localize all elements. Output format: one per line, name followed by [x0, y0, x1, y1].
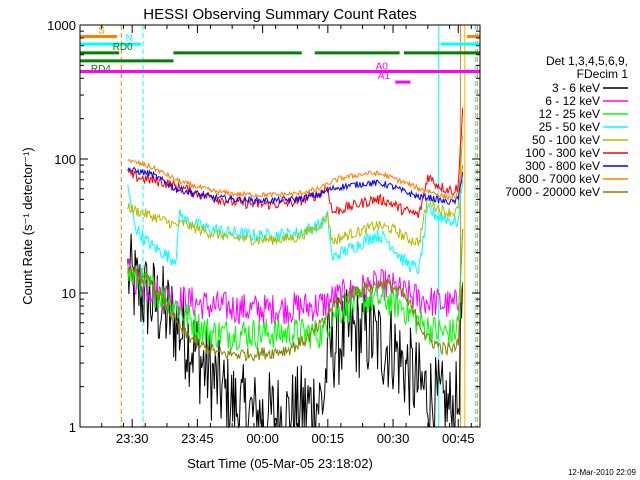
y-tick-label-2: 100 — [54, 152, 76, 167]
series-line-1 — [127, 229, 464, 326]
footer-timestamp: 12-Mar-2010 22:09 — [568, 468, 637, 477]
legend-label-6: 300 - 800 keV — [525, 159, 600, 173]
legend-label-3: 25 - 50 keV — [539, 120, 600, 134]
axes: 1 10 100 1000 23:30 23:45 00:00 00:15 00:30 00:45 — [47, 18, 480, 446]
x-tick-label-4: 00:30 — [377, 431, 410, 446]
legend-label-4: 50 - 100 keV — [532, 133, 600, 147]
series-line-5 — [127, 108, 464, 219]
x-tick-label-1: 23:45 — [181, 431, 214, 446]
x-tick-label-0: 23:30 — [116, 431, 149, 446]
legend-label-0: 3 - 6 keV — [552, 81, 600, 95]
plot-frame — [79, 24, 481, 428]
legend-label-8: 7000 - 20000 keV — [505, 185, 600, 199]
series-line-4 — [127, 135, 464, 247]
legend-label-1: 6 - 12 keV — [545, 94, 600, 108]
y-tick-label-0: 1 — [69, 420, 76, 435]
series-line-7 — [127, 158, 464, 201]
legend-label-2: 12 - 25 keV — [539, 107, 600, 121]
flag-label-rd0: RD0 — [113, 42, 133, 53]
series-lines — [127, 108, 464, 429]
legend-header-1: FDecim 1 — [577, 67, 629, 81]
y-axis-label: Count Rate (s⁻¹ detector⁻¹) — [20, 147, 35, 305]
series-line-3 — [127, 179, 464, 275]
flag-label-s: S — [98, 26, 105, 37]
x-axis-label: Start Time (05-Mar-05 23:18:02) — [187, 456, 373, 471]
legend-label-5: 100 - 300 keV — [525, 146, 600, 160]
y-tick-label-3: 1000 — [47, 18, 76, 33]
x-tick-label-2: 00:00 — [246, 431, 279, 446]
series-line-6 — [127, 166, 464, 206]
legend-header-0: Det 1,3,4,5,6,9, — [546, 54, 628, 68]
y-tick-label-1: 10 — [62, 286, 76, 301]
flag-label-a1: A1 — [378, 71, 391, 82]
flag-label-rd4: RD4 — [91, 64, 111, 75]
series-line-2 — [127, 229, 464, 351]
flag-label-n: N — [126, 33, 133, 44]
x-tick-label-5: 00:45 — [442, 431, 475, 446]
chart-title: HESSI Observing Summary Count Rates — [143, 6, 416, 23]
legend-label-7: 800 - 7000 keV — [519, 172, 600, 186]
x-tick-label-3: 00:15 — [312, 431, 345, 446]
flag-label-a0: A0 — [376, 61, 389, 72]
series-line-8 — [127, 266, 464, 362]
